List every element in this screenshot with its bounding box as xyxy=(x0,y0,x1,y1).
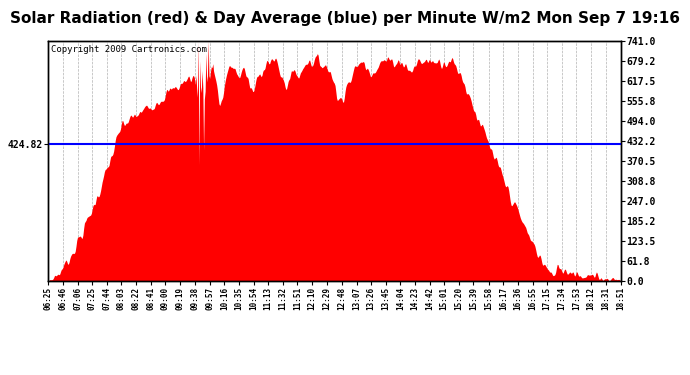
Text: Solar Radiation (red) & Day Average (blue) per Minute W/m2 Mon Sep 7 19:16: Solar Radiation (red) & Day Average (blu… xyxy=(10,11,680,26)
Text: Copyright 2009 Cartronics.com: Copyright 2009 Cartronics.com xyxy=(51,45,207,54)
